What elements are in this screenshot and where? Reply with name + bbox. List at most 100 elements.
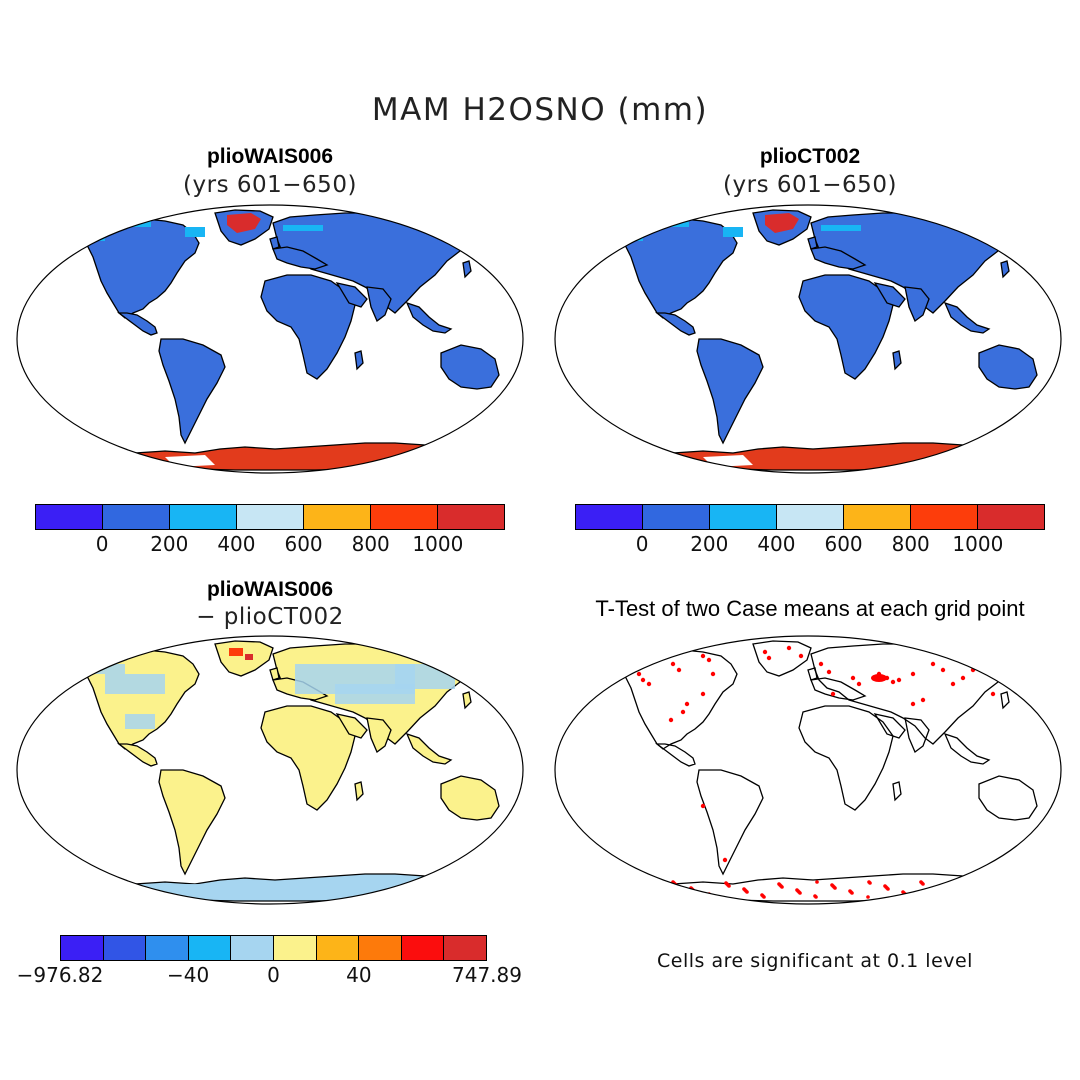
colorbar-tick-label: −40: [166, 963, 210, 987]
significant-cell: [830, 691, 836, 697]
colorbar-segment: [911, 505, 978, 529]
significant-cell: [798, 891, 802, 895]
landmass-central: [117, 743, 158, 767]
significant-cell: [700, 653, 706, 659]
significant-cell: [676, 667, 682, 673]
colorbar-tick-label: 0: [635, 532, 649, 556]
significant-cell: [826, 669, 832, 675]
colorbar-segment: [643, 505, 710, 529]
significant-cell: [868, 881, 872, 885]
significant-cell: [636, 671, 642, 677]
landmass-samerica: [158, 338, 226, 445]
landmass-africa: [798, 705, 894, 811]
significant-cell: [700, 803, 706, 809]
significant-cell: [890, 679, 896, 685]
panel2-colorbar: [575, 504, 1045, 530]
colorbar-segment: [273, 936, 317, 960]
colorbar-segment: [978, 505, 1044, 529]
landmass-uk: [807, 236, 818, 250]
figure-title: MAM H2OSNO (mm): [371, 92, 709, 128]
colorbar-segment: [576, 505, 643, 529]
panel3-subtitle: − plioCT002: [196, 604, 344, 630]
landmass-central: [655, 312, 696, 336]
landmass-namerica: [76, 649, 200, 750]
landmass-australia: [440, 775, 500, 821]
significant-cell: [910, 701, 916, 707]
landmass-antarctica: [113, 442, 447, 471]
landmass-greenland: [214, 640, 274, 677]
significant-cell: [990, 691, 996, 697]
landmass-arabia: [335, 713, 368, 739]
landmass-nz: [508, 396, 518, 412]
landmass-greenland: [752, 640, 812, 677]
landmass-uk: [269, 667, 280, 681]
colorbar-tick-label: −976.82: [16, 963, 104, 987]
landmass-namerica: [76, 218, 200, 319]
colorbar-tick-label: 200: [150, 532, 189, 556]
colorbar-tick-label: 0: [267, 963, 280, 987]
map-frame: [16, 635, 524, 905]
colorbar-tick-label: 800: [351, 532, 390, 556]
landmass-arabia: [335, 282, 368, 308]
panel4-map: [554, 635, 1062, 905]
landmass-europe: [810, 246, 867, 270]
landmass-australia: [440, 344, 500, 390]
panel2-subtitle: (yrs 601−650): [723, 172, 897, 198]
significant-cell: [833, 886, 837, 890]
landmass-madagascar: [892, 781, 902, 802]
warming-patch: [245, 654, 253, 660]
landmass-samerica: [696, 769, 764, 876]
map-frame: [554, 635, 1062, 905]
landmass-africa: [798, 274, 894, 380]
cooling-patch: [125, 714, 155, 729]
landmass-samerica: [158, 769, 226, 876]
colorbar-segment: [103, 936, 147, 960]
significant-cell: [921, 882, 925, 886]
significant-cell: [938, 887, 942, 891]
significant-cell: [850, 891, 854, 895]
landmass-india: [366, 286, 392, 323]
landmass-australia: [978, 775, 1038, 821]
landmass-antarctica: [651, 442, 985, 471]
landmass-madagascar: [354, 350, 364, 371]
ttest-note: Cells are significant at 0.1 level: [657, 950, 973, 972]
significant-cell: [815, 880, 819, 884]
colorbar-tick-label: 600: [284, 532, 323, 556]
colorbar-segment: [444, 936, 486, 960]
significant-cell: [670, 661, 676, 667]
colorbar-segment: [188, 936, 232, 960]
landmass-europe: [272, 246, 329, 270]
panel1-map: [16, 204, 524, 474]
colorbar-tick-label: 800: [891, 532, 930, 556]
colorbar-segment: [777, 505, 844, 529]
landmass-india: [904, 717, 930, 754]
cooling-patch: [105, 674, 165, 694]
colorbar-segment: [401, 936, 445, 960]
landmass-madagascar: [354, 781, 364, 802]
landmass-australia: [978, 344, 1038, 390]
colorbar-tick-label: 1000: [412, 532, 464, 556]
landmass-arabia: [873, 282, 906, 308]
colorbar-segment: [61, 936, 104, 960]
landmass-africa: [260, 705, 356, 811]
landmass-central: [655, 743, 696, 767]
significant-cell: [930, 661, 936, 667]
arctic-snow-patch: [435, 223, 475, 231]
landmass-india: [366, 717, 392, 754]
significant-cell: [766, 655, 772, 661]
significant-cell: [937, 886, 941, 890]
significant-cell: [684, 701, 690, 707]
landmass-japan: [462, 691, 472, 710]
panel1-colorbar: [35, 504, 505, 530]
colorbar-tick-label: 600: [824, 532, 863, 556]
landmass-madagascar: [892, 350, 902, 371]
colorbar-segment: [103, 505, 170, 529]
significant-cell: [955, 892, 959, 896]
landmass-japan: [1000, 260, 1010, 279]
landmass-nz: [508, 827, 518, 843]
cooling-patch: [395, 664, 455, 689]
significant-cell: [798, 653, 804, 659]
colorbar-segment: [237, 505, 304, 529]
arctic-snow-patch: [723, 227, 743, 237]
significant-cell: [954, 891, 958, 895]
